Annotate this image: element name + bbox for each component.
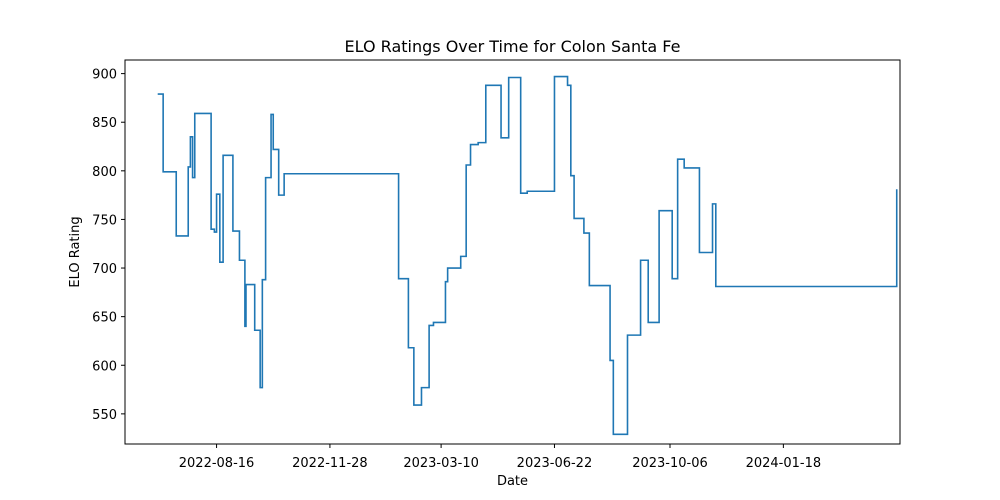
y-tick-label: 650 bbox=[92, 311, 117, 326]
plot-frame bbox=[124, 59, 901, 445]
x-tick-label: 2023-06-22 bbox=[517, 456, 593, 471]
y-tick-label: 550 bbox=[92, 408, 117, 423]
y-axis: 550 600 650 700 750 800 850 900 bbox=[92, 68, 125, 423]
y-tick-label: 900 bbox=[92, 68, 117, 83]
chart-title: ELO Ratings Over Time for Colon Santa Fe bbox=[345, 37, 681, 56]
series-layer bbox=[157, 75, 898, 436]
y-axis-label: ELO Rating bbox=[68, 216, 83, 287]
elo-series-line bbox=[157, 75, 898, 436]
x-axis-label: Date bbox=[497, 474, 528, 489]
x-tick-label: 2023-03-10 bbox=[403, 456, 479, 471]
y-tick-label: 850 bbox=[92, 116, 117, 131]
plot-area bbox=[125, 60, 900, 444]
x-tick-label: 2023-10-06 bbox=[632, 456, 708, 471]
x-axis: 2022-08-16 2022-11-28 2023-03-10 2023-06-22… bbox=[179, 444, 821, 471]
y-tick-label: 750 bbox=[92, 213, 117, 228]
y-tick-label: 700 bbox=[92, 262, 117, 277]
y-tick-label: 800 bbox=[92, 165, 117, 180]
x-tick-label: 2024-01-18 bbox=[746, 456, 822, 471]
y-tick-label: 600 bbox=[92, 359, 117, 374]
x-tick-label: 2022-08-16 bbox=[179, 456, 255, 471]
x-tick-label: 2022-11-28 bbox=[292, 456, 368, 471]
